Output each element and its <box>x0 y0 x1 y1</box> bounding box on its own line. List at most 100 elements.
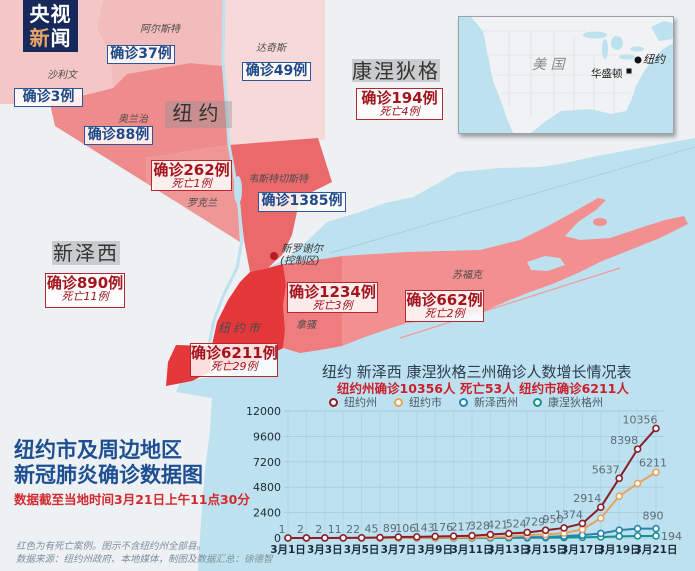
new-rochelle-label: 新罗谢尔 <box>281 243 323 255</box>
cases-box-sullivan: 确诊3例 <box>14 88 83 107</box>
data-point-marker <box>541 526 550 535</box>
county-name-nyc: 纽约市 <box>218 321 264 335</box>
logo-line2: 新闻 <box>23 26 78 50</box>
cases-count: 确诊1234例 <box>289 283 376 301</box>
lake-michigan <box>602 39 608 59</box>
tappan-zee <box>234 176 242 204</box>
data-point-marker <box>578 525 587 534</box>
data-point-label: 2 <box>297 523 304 536</box>
data-point-marker <box>615 526 624 534</box>
data-point-label: 22 <box>346 523 360 536</box>
pacific-ocean <box>459 17 513 133</box>
data-point-label: 1374 <box>555 508 583 521</box>
y-tick-label: 9600 <box>253 430 281 443</box>
x-tick-label: 3月15日 <box>524 544 567 556</box>
cases-count: 确诊890例 <box>46 274 124 292</box>
x-tick-label: 3月21日 <box>635 544 678 556</box>
data-point-marker <box>394 533 403 541</box>
cases-count: 确诊662例 <box>406 291 483 309</box>
data-point-marker <box>284 534 292 542</box>
county-name-orange: 奥兰治 <box>118 114 148 125</box>
lake-ontario <box>630 46 644 52</box>
legend-marker-icon <box>329 397 338 407</box>
data-point-marker <box>652 524 660 533</box>
x-tick-label: 3月7日 <box>381 544 417 556</box>
logo-line1: 央视 <box>29 2 72 26</box>
data-point-marker <box>578 519 587 528</box>
x-tick-label: 3月3日 <box>307 544 343 556</box>
state-label-new-jersey: 新泽西 <box>52 241 120 265</box>
series-end-label: 890 <box>643 510 664 523</box>
cases-box-dutchess: 确诊49例 <box>242 62 311 81</box>
legend-label: 新泽西州 <box>474 396 518 409</box>
deaths-count: 死亡29例 <box>210 360 258 373</box>
legend-marker-icon <box>459 397 468 407</box>
shelter-island <box>593 218 607 226</box>
cases-count: 确诊262例 <box>153 161 230 179</box>
state-boundary-line <box>329 146 695 254</box>
logo-char-wen: 闻 <box>50 26 72 50</box>
x-tick-label: 3月17日 <box>561 544 604 556</box>
barrier-island <box>399 267 621 339</box>
legend-marker-icon <box>533 397 542 407</box>
data-point-label: 8398 <box>610 434 638 447</box>
cases-box-westchester: 确诊1385例 <box>258 192 346 212</box>
deaths-count: 死亡3例 <box>312 299 353 312</box>
legend-item-new-jersey: 新泽西州 <box>459 396 518 409</box>
cases-deaths-box-suffolk: 确诊662例 死亡2例 <box>405 290 484 322</box>
data-point-marker <box>504 529 513 538</box>
lake-huron <box>611 36 623 50</box>
county-name-rockland: 罗克兰 <box>187 198 217 209</box>
data-point-marker <box>633 445 642 453</box>
new-rochelle-dot <box>270 252 278 260</box>
x-tick-label: 3月5日 <box>344 544 380 556</box>
new-york-dot <box>634 56 642 64</box>
chart-title: 纽约 新泽西 康涅狄格三州确诊人数增长情况表 <box>322 363 632 381</box>
data-point-label: 45 <box>365 523 379 536</box>
data-point-marker <box>449 532 458 540</box>
county-name-dutchess: 达奇斯 <box>256 43 286 54</box>
peconic-bay <box>527 256 565 271</box>
data-point-marker <box>596 529 605 538</box>
state-label-connecticut: 康涅狄格 <box>352 59 440 83</box>
cases-count: 确诊6211例 <box>191 344 278 362</box>
data-point-marker <box>615 474 624 483</box>
data-point-marker <box>652 424 660 433</box>
data-point-marker <box>615 532 624 541</box>
data-point-marker <box>376 533 384 542</box>
data-point-label: 2 <box>315 523 322 536</box>
data-point-marker <box>468 531 476 540</box>
data-point-label: 106 <box>395 522 416 535</box>
inset-map-usa: 美 国 纽约 华盛顿 <box>458 16 674 134</box>
x-tick-label: 3月9日 <box>417 544 453 556</box>
x-tick-label: 3月19日 <box>598 544 641 556</box>
x-tick-label: 3月11日 <box>451 544 494 556</box>
footnote-source: 数据来源：纽约州政府、本地媒体，制图及数据汇总：徐德智 <box>16 554 273 565</box>
legend-marker-icon <box>394 397 403 407</box>
county-name-sullivan: 沙利文 <box>47 70 77 81</box>
cases-deaths-box-nyc: 确诊6211例 死亡29例 <box>190 343 278 377</box>
data-point-label: 950 <box>543 513 564 526</box>
data-point-label: 143 <box>414 521 435 534</box>
deaths-count: 死亡1例 <box>171 177 212 190</box>
data-point-marker <box>633 479 642 488</box>
lake-superior <box>583 31 607 39</box>
legend-item-connecticut: 康涅狄格州 <box>533 396 603 409</box>
inset-country-label: 美 国 <box>532 57 565 73</box>
data-point-marker <box>633 524 642 533</box>
footnote-legend-note: 红色为有死亡案例。图示不含纽约州全部县。 <box>16 541 207 552</box>
data-point-marker <box>302 534 311 542</box>
cases-deaths-box-nassau: 确诊1234例 死亡3例 <box>287 282 378 313</box>
cases-box-orange: 确诊88例 <box>84 126 153 145</box>
washington-square <box>626 68 632 74</box>
gulf-of-st-lawrence <box>651 21 673 41</box>
data-point-marker <box>486 530 495 539</box>
gulf-and-atlantic <box>531 43 673 133</box>
cases-deaths-box-connecticut: 确诊194例 死亡4例 <box>356 88 443 120</box>
cases-deaths-box-rockland: 确诊262例 死亡1例 <box>151 160 232 191</box>
series-end-label: 194 <box>661 530 682 543</box>
legend-item-new-york-city: 纽约市 <box>394 396 442 409</box>
data-point-label: 729 <box>524 515 545 528</box>
chart-subtitle: 纽约州确诊10356人 死亡53人 纽约市确诊6211人 <box>337 381 629 396</box>
cases-deaths-box-new-jersey: 确诊890例 死亡11例 <box>45 273 125 308</box>
